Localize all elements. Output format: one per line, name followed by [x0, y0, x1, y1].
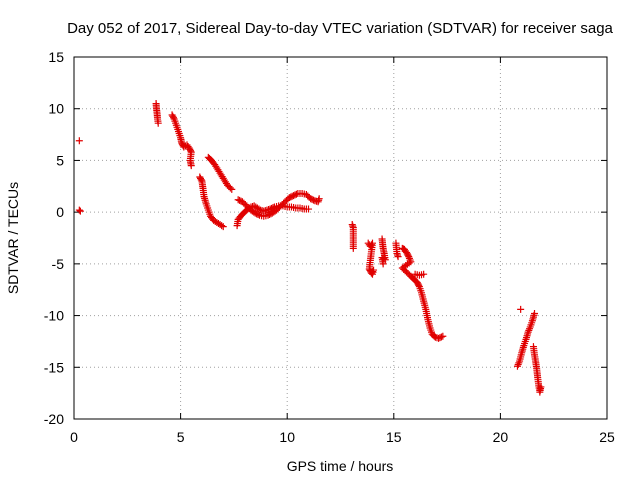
data-point — [219, 223, 227, 231]
y-tick-label: 15 — [48, 49, 64, 65]
x-tick-label: 10 — [279, 429, 295, 445]
data-points — [75, 100, 545, 396]
data-point — [218, 222, 226, 230]
data-point — [517, 305, 525, 313]
y-tick-label: -15 — [44, 359, 64, 375]
data-point — [515, 359, 523, 367]
data-point — [379, 260, 387, 268]
x-tick-label: 5 — [177, 429, 185, 445]
x-axis-label: GPS time / hours — [287, 458, 394, 474]
data-point — [292, 190, 300, 198]
x-tick-label: 25 — [599, 429, 615, 445]
data-point — [187, 162, 195, 170]
data-point — [537, 383, 545, 391]
data-point — [513, 362, 521, 370]
data-point — [514, 361, 522, 369]
y-tick-label: -20 — [44, 411, 64, 427]
data-point — [405, 253, 413, 261]
data-point — [76, 207, 84, 215]
data-point — [315, 195, 323, 203]
y-axis-label: SDTVAR / TECUs — [5, 182, 21, 294]
data-point — [255, 205, 263, 213]
y-tick-label: 0 — [56, 204, 64, 220]
data-point — [437, 333, 445, 341]
y-tick-label: 5 — [56, 152, 64, 168]
chart-title: Day 052 of 2017, Sidereal Day-to-day VTE… — [67, 20, 613, 37]
x-tick-label: 15 — [386, 429, 402, 445]
data-point — [415, 281, 423, 289]
data-point — [197, 176, 205, 184]
data-point — [75, 137, 83, 145]
data-point — [368, 270, 376, 278]
data-point — [394, 253, 402, 261]
x-tick-label: 20 — [493, 429, 509, 445]
y-tick-label: 10 — [48, 101, 64, 117]
y-tick-label: -5 — [52, 256, 65, 272]
data-point — [524, 328, 532, 336]
data-point — [75, 206, 83, 214]
data-point — [305, 205, 313, 213]
plot-frame — [73, 56, 608, 420]
data-point — [226, 184, 234, 192]
data-point — [404, 251, 412, 259]
data-point — [439, 332, 447, 340]
data-point — [154, 119, 162, 127]
x-tick-label: 0 — [70, 429, 78, 445]
data-point — [228, 185, 236, 193]
y-tick-label: -10 — [44, 308, 64, 324]
data-point — [531, 310, 539, 318]
data-point — [406, 256, 414, 264]
data-point — [526, 325, 534, 333]
data-point — [169, 114, 177, 122]
data-point — [349, 244, 357, 252]
data-point — [525, 326, 533, 334]
data-point — [254, 211, 262, 219]
data-point — [420, 270, 428, 278]
